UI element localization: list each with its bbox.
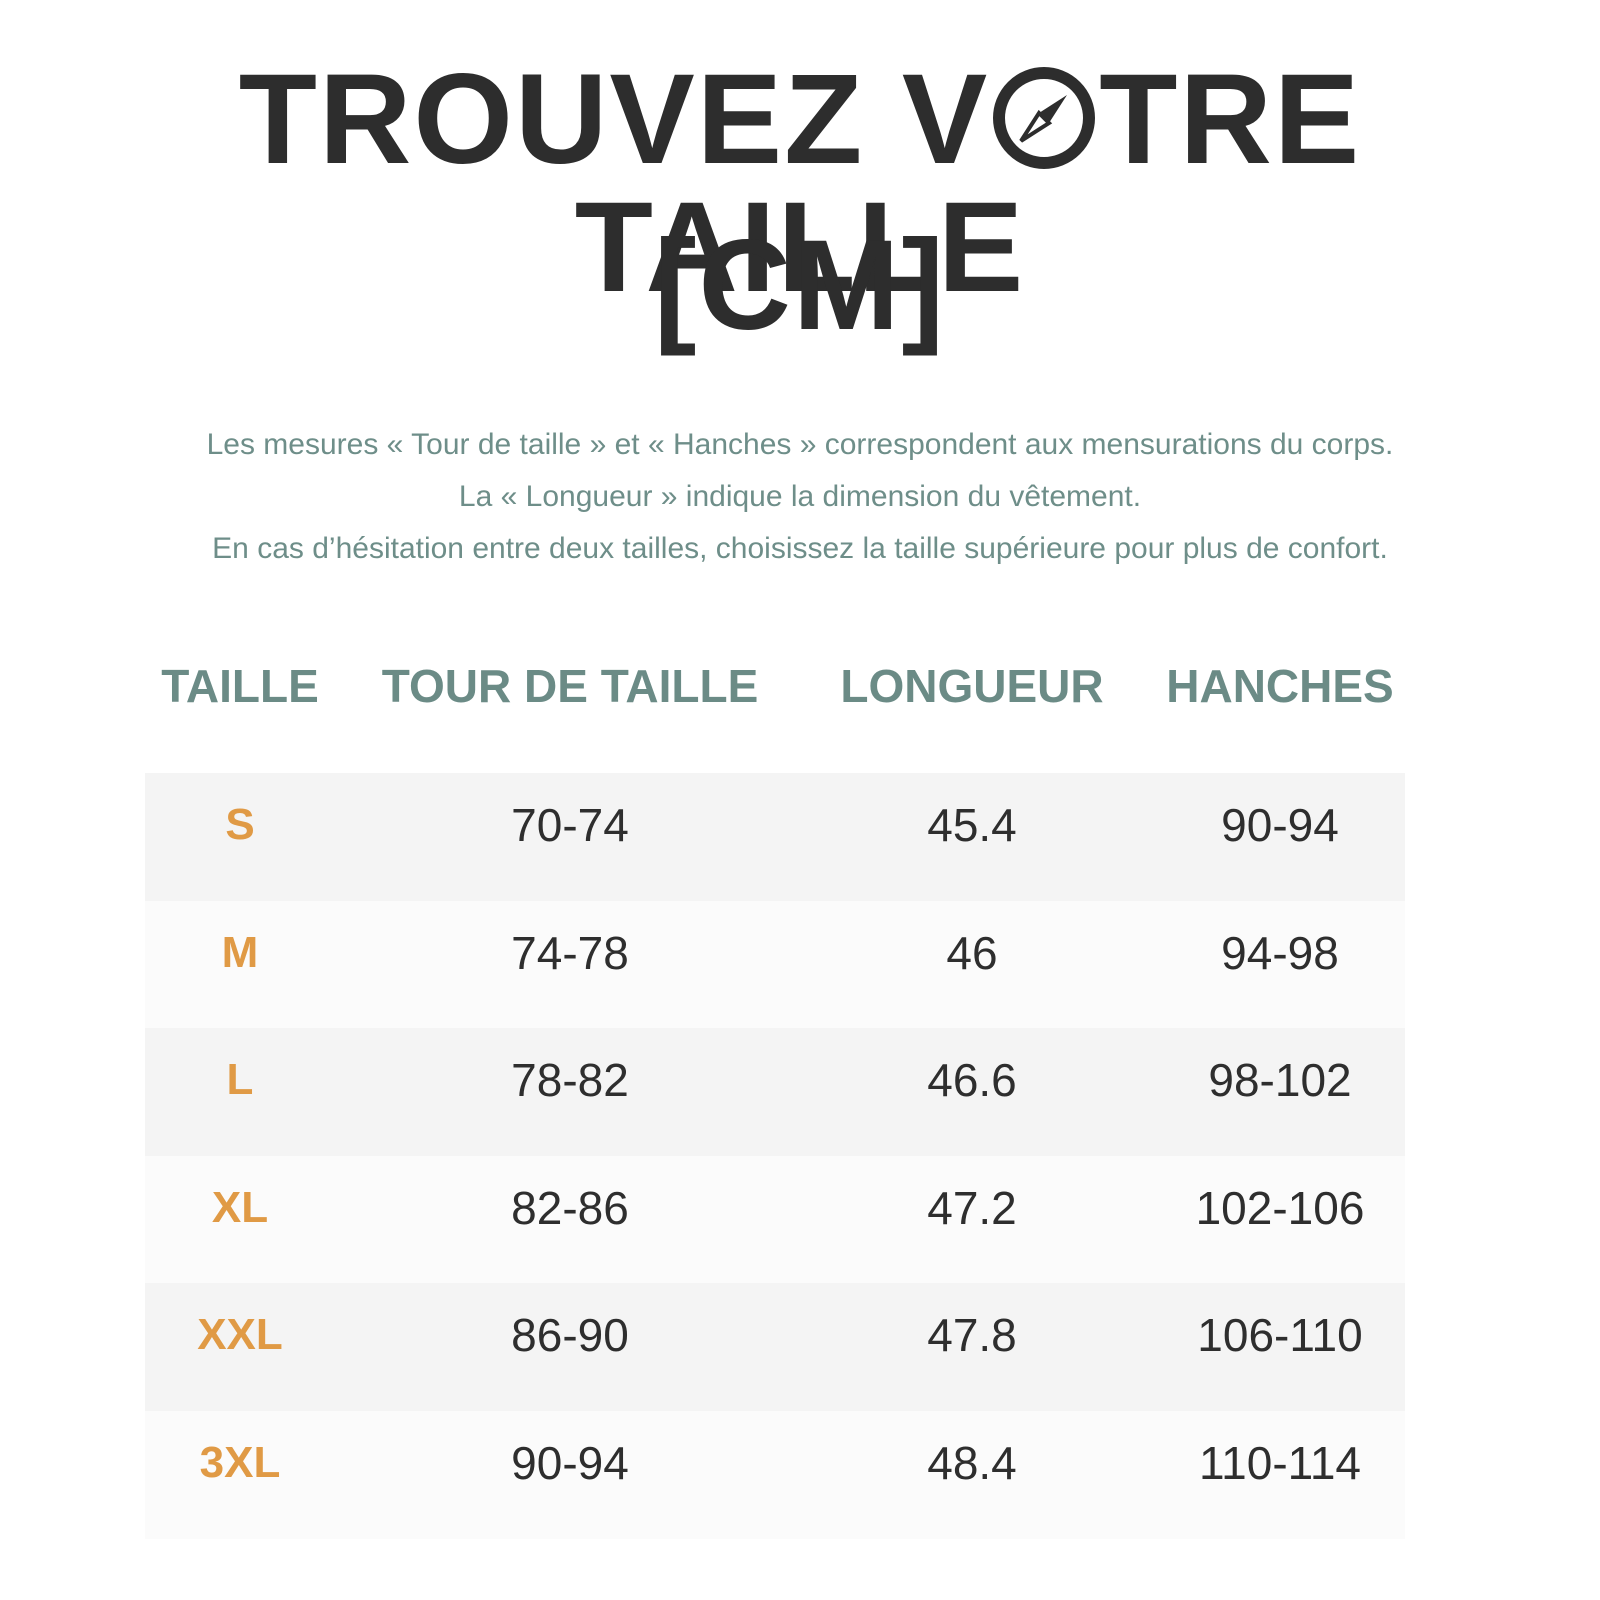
title-line: TROUVEZ V TRE TAILLE: [0, 56, 1600, 312]
cell-value: 78-82: [511, 1054, 629, 1106]
table-row: [145, 1028, 1405, 1156]
cell-value: 106-110: [1197, 1309, 1363, 1361]
cell-value: 86-90: [511, 1309, 629, 1361]
table-row: [145, 1410, 1405, 1539]
size-label: XL: [211, 1182, 269, 1232]
cell-value: 82-86: [511, 1181, 629, 1234]
size-label: M: [221, 927, 259, 977]
column-header: TOUR DE TAILLE: [381, 660, 759, 712]
table-row: [145, 1283, 1405, 1411]
table-row: [145, 900, 1405, 1029]
cell-value: 47.8: [927, 1309, 1017, 1361]
cell-value: 74-78: [511, 926, 629, 979]
cell-value: 90-94: [1221, 799, 1339, 851]
description-line: En cas d’hésitation entre deux tailles, …: [212, 532, 1388, 565]
column-header: TAILLE: [161, 660, 319, 712]
size-label: 3XL: [199, 1437, 281, 1487]
cell-value: 48.4: [927, 1436, 1017, 1489]
cell-value: 98-102: [1208, 1054, 1352, 1106]
title-end: TRE TAILLE: [574, 48, 1362, 319]
cell-value: 70-74: [511, 799, 629, 851]
description-line: La « Longueur » indique la dimension du …: [458, 480, 1142, 513]
column-header: LONGUEUR: [840, 660, 1104, 712]
column-header: HANCHES: [1166, 660, 1394, 712]
cell-value: 110-114: [1199, 1436, 1361, 1489]
description-line: Les mesures « Tour de taille » et « Hanc…: [206, 428, 1394, 461]
cell-value: 102-106: [1195, 1181, 1365, 1234]
cell-value: 47.2: [927, 1181, 1017, 1234]
table-row: [145, 1155, 1405, 1284]
size-label: S: [225, 800, 255, 849]
cell-value: 46.6: [927, 1054, 1017, 1106]
cell-value: 90-94: [511, 1436, 629, 1489]
size-label: XXL: [197, 1310, 283, 1359]
cell-value: 46: [946, 926, 998, 979]
size-label: L: [226, 1055, 254, 1104]
compass-icon: [993, 67, 1096, 169]
cell-value: 94-98: [1221, 926, 1339, 979]
title-unit: [CM]: [653, 214, 947, 357]
table-row: [145, 773, 1405, 901]
title-start: TROUVEZ V: [238, 48, 990, 191]
cell-value: 45.4: [927, 799, 1017, 851]
